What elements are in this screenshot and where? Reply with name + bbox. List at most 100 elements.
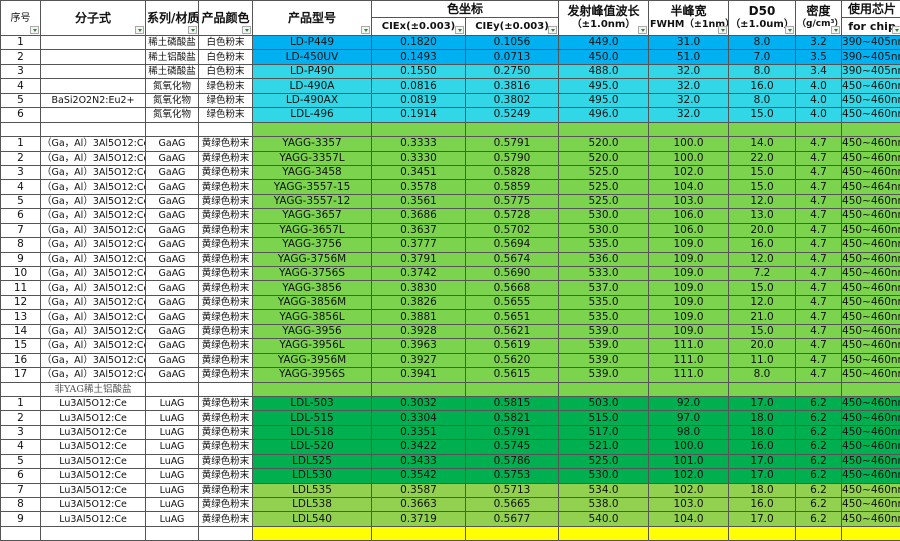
cell-density[interactable]: 4.7 (796, 281, 842, 295)
cell-wave[interactable]: 534.0 (559, 483, 649, 497)
cell-ciey[interactable]: 0.5790 (466, 151, 559, 165)
cell-wave[interactable]: 530.0 (559, 469, 649, 483)
cell-ciex[interactable]: 0.3826 (372, 295, 466, 309)
cell-formula[interactable] (41, 122, 146, 136)
cell-color[interactable] (199, 122, 253, 136)
header-series[interactable]: 系列/材质 (146, 1, 199, 36)
cell-color[interactable]: 黄绿色粉末 (199, 295, 253, 309)
cell-color[interactable]: 黄绿色粉末 (199, 469, 253, 483)
cell-ciey[interactable]: 0.5745 (466, 440, 559, 454)
header-ciex[interactable]: CIEx(±0.003) (372, 18, 466, 36)
cell-density[interactable]: 6.2 (796, 483, 842, 497)
cell-formula[interactable]: Lu3Al5O12:Ce (41, 411, 146, 425)
cell-fwhm[interactable]: 100.0 (649, 137, 729, 151)
cell-d50[interactable]: 20.0 (729, 339, 796, 353)
cell-density[interactable]: 6.2 (796, 440, 842, 454)
header-color[interactable]: 产品颜色 (199, 1, 253, 36)
filter-dropdown-icon[interactable] (188, 26, 197, 34)
cell-density[interactable]: 4.7 (796, 267, 842, 281)
cell-seq[interactable]: 2 (1, 411, 41, 425)
cell-chip[interactable] (842, 382, 900, 396)
cell-seq[interactable]: 4 (1, 180, 41, 194)
cell-d50[interactable]: 17.0 (729, 396, 796, 410)
cell-ciey[interactable] (466, 526, 559, 540)
cell-series[interactable]: GaAG (146, 353, 199, 367)
filter-dropdown-icon[interactable] (831, 26, 840, 34)
cell-model[interactable] (253, 526, 372, 540)
cell-formula[interactable]: （Ga，Al）3Al5O12:Ce (41, 238, 146, 252)
cell-chip[interactable]: 450~460nm (842, 425, 900, 439)
filter-dropdown-icon[interactable] (718, 26, 727, 34)
cell-ciey[interactable]: 0.5713 (466, 483, 559, 497)
cell-seq[interactable]: 1 (1, 36, 41, 50)
header-d50[interactable]: D50（±1.0um） (729, 1, 796, 36)
cell-ciey[interactable]: 0.5620 (466, 353, 559, 367)
cell-color[interactable]: 黄绿色粉末 (199, 194, 253, 208)
cell-d50[interactable]: 16.0 (729, 238, 796, 252)
cell-series[interactable]: GaAG (146, 151, 199, 165)
cell-chip[interactable]: 450~460nm (842, 310, 900, 324)
cell-seq[interactable]: 17 (1, 368, 41, 382)
cell-d50[interactable]: 16.0 (729, 498, 796, 512)
filter-dropdown-icon[interactable] (455, 26, 464, 34)
cell-model[interactable]: YAGG-3557-12 (253, 194, 372, 208)
cell-wave[interactable]: 533.0 (559, 267, 649, 281)
filter-dropdown-icon[interactable] (361, 26, 370, 34)
filter-dropdown-icon[interactable] (30, 26, 39, 34)
cell-formula[interactable]: Lu3Al5O12:Ce (41, 425, 146, 439)
cell-ciey[interactable]: 0.5791 (466, 137, 559, 151)
cell-d50[interactable]: 17.0 (729, 454, 796, 468)
cell-ciex[interactable]: 0.1820 (372, 36, 466, 50)
cell-formula[interactable]: Lu3Al5O12:Ce (41, 454, 146, 468)
cell-fwhm[interactable]: 104.0 (649, 512, 729, 526)
cell-ciex[interactable]: 0.3587 (372, 483, 466, 497)
cell-wave[interactable]: 515.0 (559, 411, 649, 425)
cell-d50[interactable]: 8.0 (729, 368, 796, 382)
cell-ciex[interactable]: 0.3881 (372, 310, 466, 324)
cell-fwhm[interactable]: 31.0 (649, 36, 729, 50)
cell-model[interactable]: LD-450UV (253, 50, 372, 64)
cell-chip[interactable]: 450~460nm (842, 79, 900, 93)
cell-formula[interactable]: （Ga，Al）3Al5O12:Ce (41, 324, 146, 338)
cell-fwhm[interactable]: 92.0 (649, 396, 729, 410)
cell-color[interactable]: 黄绿色粉末 (199, 396, 253, 410)
cell-fwhm[interactable]: 32.0 (649, 108, 729, 122)
cell-ciex[interactable]: 0.0816 (372, 79, 466, 93)
cell-chip[interactable]: 450~460nm (842, 281, 900, 295)
header-density[interactable]: 密度（g/cm³） (796, 1, 842, 36)
filter-dropdown-icon[interactable] (242, 26, 251, 34)
cell-fwhm[interactable]: 109.0 (649, 324, 729, 338)
filter-dropdown-icon[interactable] (135, 26, 144, 34)
cell-chip[interactable]: 450~460nm (842, 108, 900, 122)
header-chip-sub[interactable]: for chip (842, 18, 900, 36)
cell-model[interactable]: LDL-503 (253, 396, 372, 410)
cell-ciex[interactable]: 0.3637 (372, 223, 466, 237)
cell-series[interactable]: 氮氧化物 (146, 79, 199, 93)
cell-d50[interactable]: 18.0 (729, 411, 796, 425)
cell-d50[interactable] (729, 382, 796, 396)
cell-model[interactable]: YAGG-3357 (253, 137, 372, 151)
cell-ciex[interactable]: 0.3928 (372, 324, 466, 338)
cell-formula[interactable] (41, 36, 146, 50)
cell-seq[interactable]: 3 (1, 64, 41, 78)
cell-ciex[interactable] (372, 122, 466, 136)
cell-ciex[interactable]: 0.3561 (372, 194, 466, 208)
cell-seq[interactable]: 8 (1, 238, 41, 252)
cell-wave[interactable]: 449.0 (559, 36, 649, 50)
cell-wave[interactable]: 503.0 (559, 396, 649, 410)
cell-seq[interactable] (1, 526, 41, 540)
cell-formula[interactable]: （Ga，Al）3Al5O12:Ce (41, 209, 146, 223)
cell-series[interactable]: GaAG (146, 267, 199, 281)
cell-model[interactable]: YAGG-3856M (253, 295, 372, 309)
cell-model[interactable]: YAGG-3956M (253, 353, 372, 367)
cell-chip[interactable]: 450~460nm (842, 151, 900, 165)
cell-series[interactable]: 氮氧化物 (146, 108, 199, 122)
cell-ciex[interactable]: 0.3304 (372, 411, 466, 425)
cell-ciey[interactable]: 0.5702 (466, 223, 559, 237)
cell-seq[interactable]: 6 (1, 209, 41, 223)
cell-chip[interactable]: 390~405nm (842, 64, 900, 78)
cell-fwhm[interactable]: 103.0 (649, 498, 729, 512)
cell-fwhm[interactable]: 111.0 (649, 339, 729, 353)
cell-chip[interactable]: 450~460nm (842, 194, 900, 208)
cell-seq[interactable]: 12 (1, 295, 41, 309)
